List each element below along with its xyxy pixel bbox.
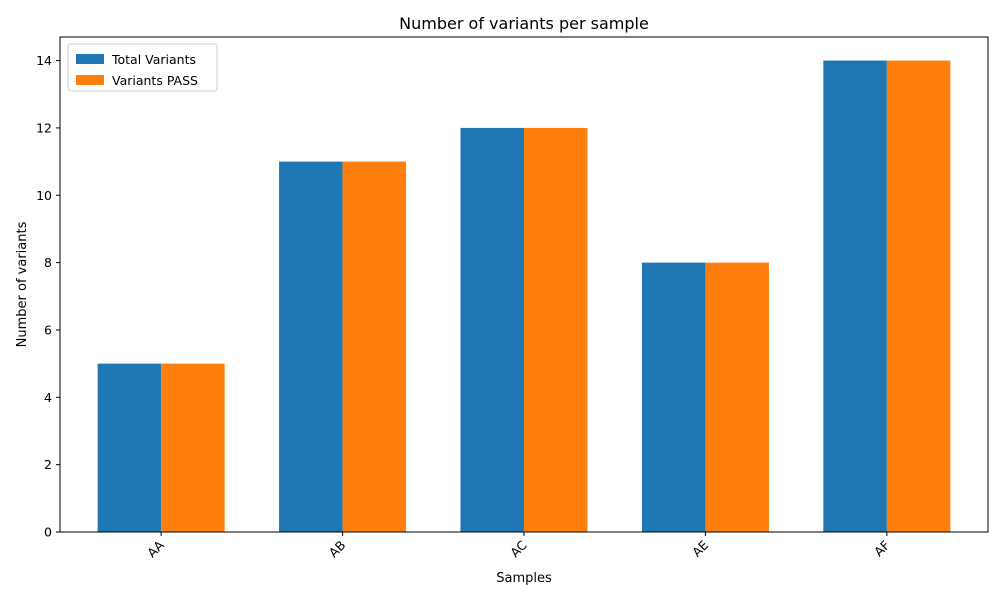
y-tick-label: 14 — [36, 53, 52, 68]
legend-label: Total Variants — [111, 52, 196, 67]
legend-label: Variants PASS — [112, 73, 198, 88]
plot-area — [97, 60, 951, 532]
bar-af-total-variants — [823, 60, 887, 532]
chart-title: Number of variants per sample — [399, 14, 649, 33]
legend-swatch — [76, 54, 104, 64]
y-tick-label: 8 — [44, 255, 52, 270]
x-tick-label: AB — [326, 537, 349, 560]
bar-ae-total-variants — [641, 262, 706, 532]
y-axis: 0 2 4 6 8 10 12 14 — [36, 53, 60, 540]
bar-af-variants-pass — [886, 60, 951, 532]
legend-box — [67, 43, 218, 92]
x-tick-label: AF — [871, 537, 893, 559]
plot-frame — [59, 36, 989, 533]
y-tick-label: 12 — [36, 120, 52, 135]
bar-ab-total-variants — [279, 161, 343, 532]
y-tick-label: 6 — [44, 322, 52, 337]
legend-swatch — [76, 75, 104, 85]
x-axis: AA AB AC AE AF — [144, 532, 893, 560]
x-tick-label: AC — [507, 537, 530, 560]
y-tick-label: 0 — [44, 525, 52, 540]
x-axis-label: Samples — [496, 571, 552, 586]
x-tick-label: AE — [689, 537, 711, 559]
bar-ac-variants-pass — [524, 127, 588, 532]
bar-ab-variants-pass — [342, 161, 407, 532]
bar-ae-variants-pass — [705, 262, 769, 532]
y-tick-label: 10 — [36, 188, 52, 203]
y-axis-label: Number of variants — [15, 221, 30, 347]
y-tick-label: 2 — [44, 457, 52, 472]
bar-aa-variants-pass — [161, 363, 225, 532]
y-tick-label: 4 — [44, 390, 52, 405]
bar-aa-total-variants — [97, 363, 162, 532]
bar-ac-total-variants — [460, 127, 524, 532]
legend: Total Variants Variants PASS — [67, 43, 218, 92]
x-tick-label: AA — [144, 537, 167, 560]
